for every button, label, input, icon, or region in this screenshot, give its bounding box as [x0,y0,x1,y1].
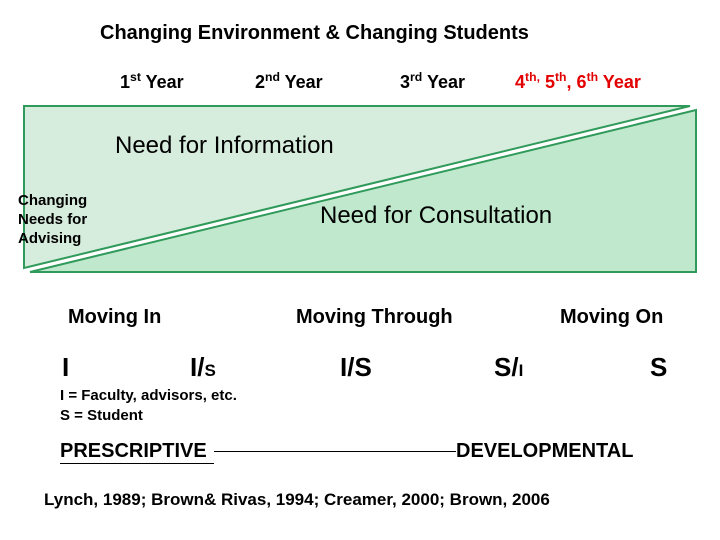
need-consultation-label: Need for Consultation [320,202,552,230]
side-l2: Needs for [18,211,87,228]
is-cell-2: I/S [190,352,216,383]
is-cell-1: I [62,352,69,383]
is-1-big: I [62,352,69,382]
is-cell-5: S [650,352,667,383]
year-3-ord: rd [410,70,422,84]
year-5-num: 5 [540,72,555,92]
side-l1: Changing [18,192,87,209]
year-2-ord: nd [265,70,280,84]
legend-l2: S = Student [60,407,143,424]
developmental-label: DEVELOPMENTAL [456,440,633,463]
is-row: I I/S I/S S/I S [0,352,720,382]
spectrum-row: PRESCRIPTIVE DEVELOPMENTAL [0,440,720,466]
need-information-label: Need for Information [115,132,334,160]
year-456-word: Year [598,72,641,92]
legend-l1: I = Faculty, advisors, etc. [60,387,237,404]
year-1-num: 1 [120,72,130,92]
is-cell-4: S/I [494,352,523,383]
spectrum-line-1 [214,451,456,452]
page-title: Changing Environment & Changing Students [100,22,529,45]
year-2-num: 2 [255,72,265,92]
year-1-word: Year [141,72,184,92]
is-2-sm: S [204,361,215,380]
triangle-diagram: Need for Information Need for Consultati… [20,102,700,274]
spectrum-line-2 [60,463,214,464]
year-6-ord: th [587,70,599,84]
year-3-word: Year [422,72,465,92]
legend: I = Faculty, advisors, etc. S = Student [60,386,237,425]
year-2-word: Year [280,72,323,92]
year-3-num: 3 [400,72,410,92]
is-5-big: S [650,352,667,382]
is-4-sm: I [519,361,524,380]
year-6-num: , 6 [567,72,587,92]
is-2-big: I/ [190,352,204,382]
triangle-svg [20,102,700,274]
year-row: 1st Year 2nd Year 3rd Year 4th, 5th, 6th… [0,70,720,96]
year-4-ord: th, [525,70,540,84]
year-1-ord: st [130,70,141,84]
prescriptive-label: PRESCRIPTIVE [60,440,207,463]
moving-in: Moving In [68,306,161,329]
citation: Lynch, 1989; Brown& Rivas, 1994; Creamer… [44,490,550,510]
moving-row: Moving In Moving Through Moving On [0,306,720,332]
year-3: 3rd Year [400,70,465,93]
moving-on: Moving On [560,306,663,329]
side-l3: Advising [18,230,81,247]
moving-through: Moving Through [296,306,453,329]
is-cell-3: I/S [340,352,372,383]
year-2: 2nd Year [255,70,323,93]
is-4-big: S/ [494,352,519,382]
is-3-big: I/S [340,352,372,382]
changing-needs-label: Changing Needs for Advising [18,192,102,248]
year-4-num: 4 [515,72,525,92]
year-456: 4th, 5th, 6th Year [515,70,641,93]
year-1: 1st Year [120,70,184,93]
year-5-ord: th [555,70,567,84]
